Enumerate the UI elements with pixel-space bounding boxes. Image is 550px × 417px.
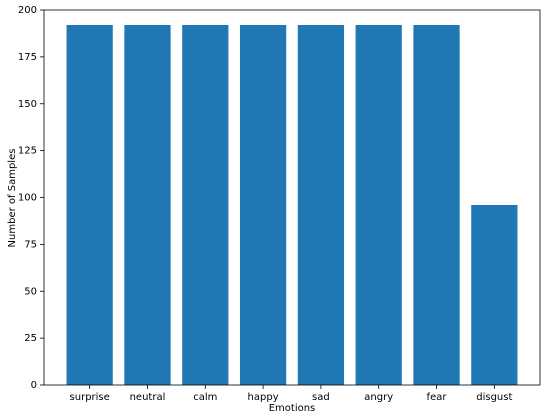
bar [66,25,113,385]
x-tick-label: neutral [130,392,166,403]
y-tick-label: 0 [31,380,37,391]
y-tick-label: 50 [24,286,37,297]
plot-frame [43,9,541,386]
x-tick-label: happy [248,392,279,403]
bar [124,25,171,385]
y-tick-label: 75 [24,239,37,250]
y-tick-label: 100 [18,193,37,204]
x-tick-label: surprise [70,392,110,403]
y-tick-label: 200 [18,5,37,16]
x-tick-label: disgust [476,392,512,403]
bar [182,25,229,385]
bar [471,205,518,385]
y-axis-label: Number of Samples [7,149,18,248]
bar [297,25,345,385]
y-tick-label: 125 [18,146,37,157]
bar [355,25,402,385]
y-tick-label: 25 [24,333,37,344]
x-axis-label: Emotions [269,403,316,414]
bar [239,25,287,385]
x-tick-label: fear [427,392,448,403]
x-tick-label: calm [193,392,217,403]
y-tick-label: 175 [18,52,37,63]
x-tick-label: sad [312,392,330,403]
y-tick-label: 150 [18,99,37,110]
x-tick-label: angry [364,392,393,403]
bar [413,25,460,385]
